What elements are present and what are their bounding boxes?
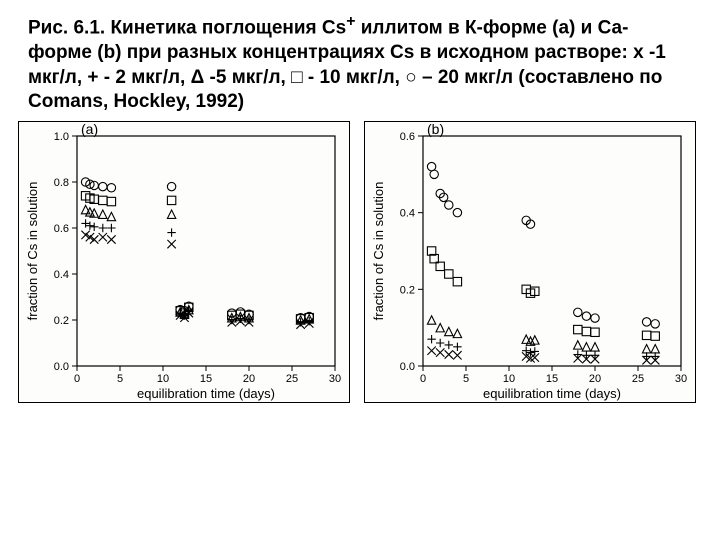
svg-text:0.4: 0.4	[54, 269, 69, 281]
x-axis-label: equilibration time (days)	[483, 386, 621, 401]
chart-row: (a) 0 5 10 15 20 25 30 0.0 0.2 0.4 0.6 0.8 1.0 equilib…	[0, 121, 720, 403]
svg-text:10: 10	[157, 373, 169, 385]
svg-text:5: 5	[463, 373, 469, 385]
svg-text:15: 15	[546, 373, 558, 385]
svg-text:0.4: 0.4	[400, 208, 415, 220]
svg-text:0.8: 0.8	[54, 177, 69, 189]
chart-svg: (a) 0 5 10 15 20 25 30 0.0 0.2 0.4 0.6 0.8 1.0 equilib…	[19, 122, 349, 402]
panel-label: (b)	[427, 122, 444, 137]
svg-text:30: 30	[675, 373, 687, 385]
svg-text:20: 20	[243, 373, 255, 385]
panel-a: (a) 0 5 10 15 20 25 30 0.0 0.2 0.4 0.6 0.8 1.0 equilib…	[18, 121, 350, 403]
y-axis-label: fraction of Cs in solution	[25, 182, 40, 321]
svg-text:5: 5	[117, 373, 123, 385]
x-axis-label: equilibration time (days)	[137, 386, 275, 401]
svg-text:0.6: 0.6	[54, 223, 69, 235]
svg-text:0.2: 0.2	[54, 315, 69, 327]
svg-text:25: 25	[632, 373, 644, 385]
svg-text:0.0: 0.0	[400, 361, 415, 373]
svg-text:1.0: 1.0	[54, 131, 69, 143]
figure-caption: Рис. 6.1. Кинетика поглощения Cs+ иллито…	[0, 0, 720, 121]
svg-text:0.6: 0.6	[400, 131, 415, 143]
svg-text:0.2: 0.2	[400, 284, 415, 296]
chart-svg: (b) 0 5 10 15 20 25 30 0.0 0.2 0.4 0.6 equilibration…	[365, 122, 695, 402]
svg-text:0.0: 0.0	[54, 361, 69, 373]
panel-b: (b) 0 5 10 15 20 25 30 0.0 0.2 0.4 0.6 equilibration…	[364, 121, 696, 403]
svg-text:10: 10	[503, 373, 515, 385]
svg-text:30: 30	[329, 373, 341, 385]
svg-text:20: 20	[589, 373, 601, 385]
svg-text:0: 0	[74, 373, 80, 385]
svg-text:0: 0	[420, 373, 426, 385]
panel-label: (a)	[81, 122, 98, 137]
y-axis-label: fraction of Cs in solution	[371, 182, 386, 321]
svg-text:25: 25	[286, 373, 298, 385]
svg-text:15: 15	[200, 373, 212, 385]
